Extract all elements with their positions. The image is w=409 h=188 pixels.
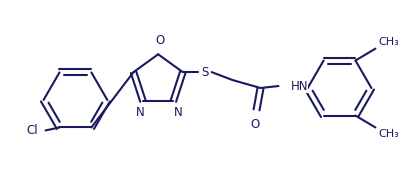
Text: S: S <box>201 66 209 79</box>
Text: O: O <box>155 34 165 47</box>
Text: O: O <box>250 118 259 131</box>
Text: Cl: Cl <box>26 124 38 137</box>
Text: CH₃: CH₃ <box>378 130 399 139</box>
Text: CH₃: CH₃ <box>378 37 399 47</box>
Text: N: N <box>135 106 144 119</box>
Text: N: N <box>174 106 183 119</box>
Text: HN: HN <box>290 80 308 92</box>
